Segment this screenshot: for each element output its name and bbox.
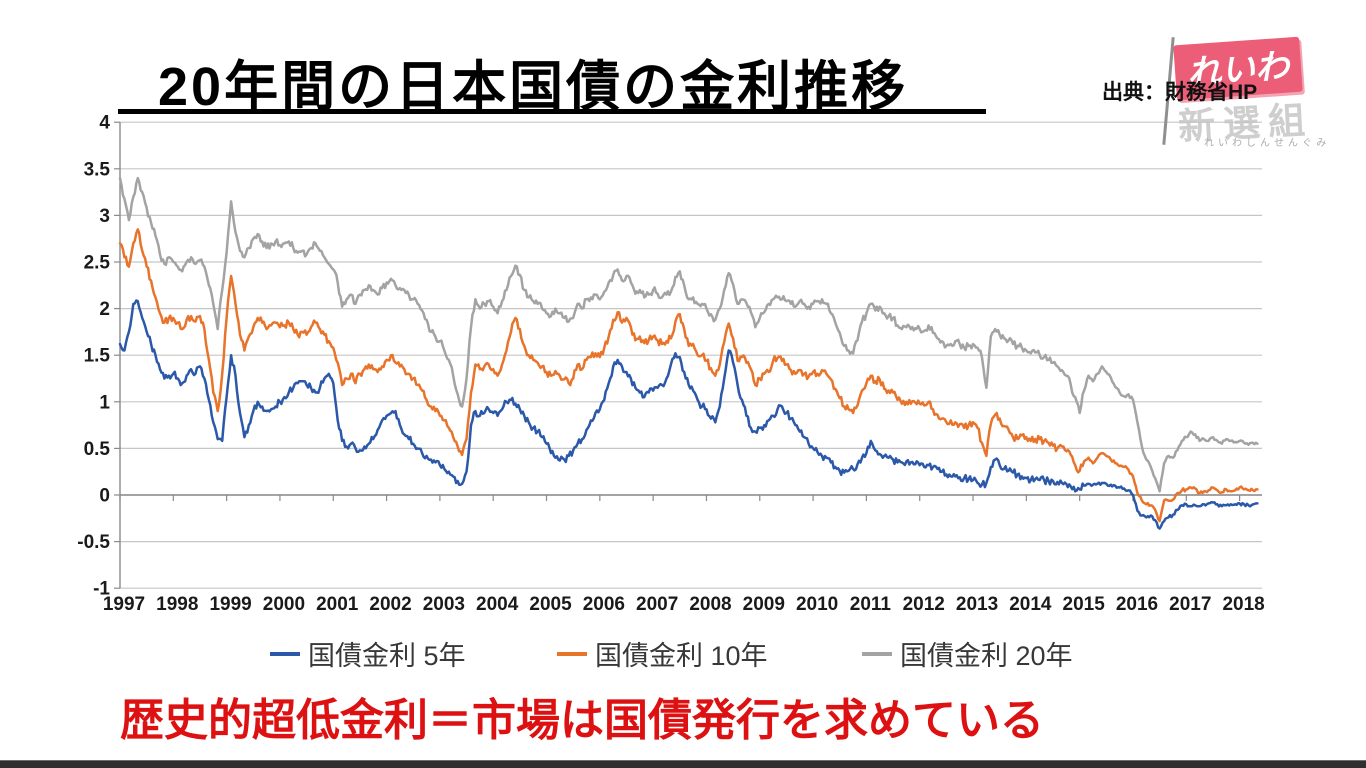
- chart-legend: 国債金利 5年 国債金利 10年 国債金利 20年: [0, 634, 1366, 673]
- legend-item-5yr: 国債金利 5年: [270, 634, 466, 673]
- svg-text:2012: 2012: [903, 594, 945, 615]
- svg-text:2002: 2002: [369, 594, 411, 615]
- svg-text:2000: 2000: [263, 594, 305, 615]
- svg-text:1: 1: [99, 392, 110, 413]
- page-title: 20年間の日本国債の金利推移: [158, 57, 909, 117]
- svg-text:2005: 2005: [529, 594, 572, 615]
- bottom-bar: [0, 760, 1366, 768]
- svg-text:1.5: 1.5: [84, 346, 111, 367]
- svg-text:2018: 2018: [1222, 594, 1264, 615]
- svg-text:-0.5: -0.5: [77, 532, 110, 553]
- svg-text:2015: 2015: [1063, 594, 1106, 615]
- svg-text:4: 4: [99, 113, 110, 134]
- svg-text:2006: 2006: [583, 594, 625, 615]
- svg-text:2004: 2004: [476, 594, 519, 615]
- svg-text:2003: 2003: [423, 594, 465, 615]
- series-line-10yr: [118, 228, 1259, 523]
- svg-text:2010: 2010: [796, 594, 838, 615]
- svg-text:3.5: 3.5: [84, 159, 111, 180]
- svg-text:2017: 2017: [1169, 594, 1211, 615]
- svg-text:0: 0: [99, 486, 110, 507]
- svg-text:2016: 2016: [1116, 594, 1158, 615]
- svg-text:2008: 2008: [689, 594, 731, 615]
- series-line-20yr: [118, 176, 1259, 493]
- svg-text:2: 2: [99, 299, 110, 320]
- legend-swatch-10yr: [557, 651, 587, 656]
- svg-text:2.5: 2.5: [84, 253, 111, 274]
- red-annotation: 歴史的超低金利＝市場は国債発行を求めている: [120, 696, 1044, 745]
- svg-text:2014: 2014: [1009, 594, 1052, 615]
- svg-text:2009: 2009: [743, 594, 785, 615]
- legend-item-10yr: 国債金利 10年: [557, 634, 768, 673]
- svg-text:-1: -1: [93, 579, 110, 600]
- legend-label-20yr: 国債金利 20年: [900, 641, 1073, 671]
- legend-swatch-5yr: [270, 651, 300, 656]
- svg-text:0.5: 0.5: [84, 439, 111, 460]
- svg-text:2001: 2001: [316, 594, 359, 615]
- title-underline: [118, 109, 986, 114]
- reiwa-shinsengumi-logo: れいわ 新選組 れいわしんせんぐみ: [1158, 33, 1363, 168]
- svg-text:2011: 2011: [850, 594, 892, 615]
- svg-text:1998: 1998: [156, 594, 198, 615]
- svg-text:2007: 2007: [636, 594, 678, 615]
- logo-caption-text: れいわしんせんぐみ: [1204, 138, 1331, 149]
- legend-label-5yr: 国債金利 5年: [308, 641, 466, 671]
- svg-text:3: 3: [99, 206, 110, 227]
- source-credit: 出典：財務省HP: [1102, 81, 1258, 104]
- series-line-5yr: [118, 299, 1259, 530]
- svg-text:1999: 1999: [209, 594, 251, 615]
- legend-label-10yr: 国債金利 10年: [595, 641, 768, 671]
- legend-swatch-20yr: [862, 651, 892, 656]
- svg-text:1997: 1997: [103, 594, 145, 615]
- legend-item-20yr: 国債金利 20年: [862, 634, 1073, 673]
- svg-text:2013: 2013: [956, 594, 998, 615]
